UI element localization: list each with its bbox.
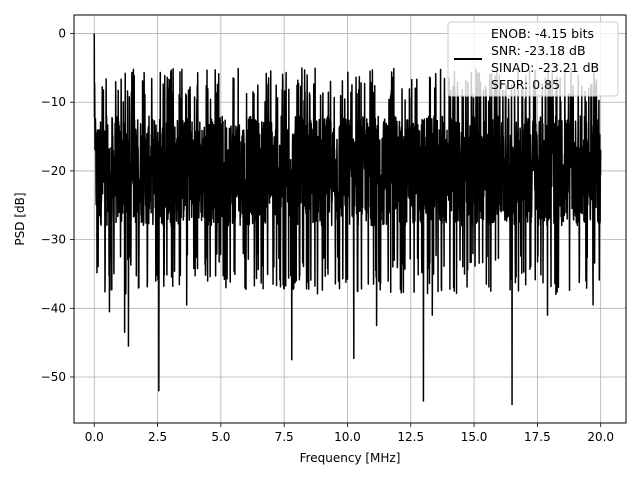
x-tick-label: 12.5 <box>397 430 424 444</box>
legend-sinad: SINAD: -23.21 dB <box>491 60 599 75</box>
x-tick-label: 10.0 <box>334 430 361 444</box>
x-tick-label: 2.5 <box>148 430 167 444</box>
legend-snr: SNR: -23.18 dB <box>491 43 586 58</box>
y-tick-label: 0 <box>58 27 66 41</box>
y-tick-label: −40 <box>41 301 66 315</box>
legend-enob: ENOB: -4.15 bits <box>491 26 594 41</box>
psd-series-line <box>93 33 602 406</box>
y-axis-label: PSD [dB] <box>13 192 27 245</box>
x-tick-label: 0.0 <box>85 430 104 444</box>
x-tick-label: 15.0 <box>461 430 488 444</box>
y-tick-label: −10 <box>41 95 66 109</box>
y-axis-ticks: 0 −10 −20 −30 −40 −50 <box>41 27 74 384</box>
legend-sfdr: SFDR: 0.85 <box>491 77 560 92</box>
legend-box <box>447 21 619 97</box>
y-tick-label: −50 <box>41 370 66 384</box>
x-axis-label: Frequency [MHz] <box>300 451 401 465</box>
x-tick-label: 20.0 <box>587 430 614 444</box>
legend: ENOB: -4.15 bits SNR: -23.18 dB SINAD: -… <box>447 21 619 97</box>
series-layer <box>93 33 602 406</box>
x-tick-label: 17.5 <box>524 430 551 444</box>
x-tick-label: 5.0 <box>211 430 230 444</box>
x-axis-ticks: 0.0 2.5 5.0 7.5 10.0 12.5 15.0 17.5 20.0 <box>85 423 614 444</box>
x-tick-label: 7.5 <box>275 430 294 444</box>
y-tick-label: −30 <box>41 233 66 247</box>
y-tick-label: −20 <box>41 164 66 178</box>
plot-frame <box>73 14 627 424</box>
